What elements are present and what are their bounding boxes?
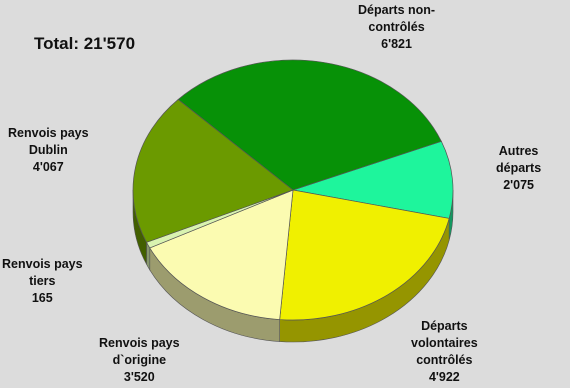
slice-label-name: Départs volontaires contrôlés [411, 319, 478, 367]
pie-slice [132, 98, 294, 243]
slice-label-value: 165 [31, 291, 53, 305]
slice-label: Renvois pays Dublin 4'067 [8, 125, 89, 176]
slice-label: Départs non- contrôlés 6'821 [358, 2, 435, 53]
slice-label-value: 6'821 [381, 37, 412, 51]
pie-slice [279, 189, 450, 321]
pie-side-walls [132, 189, 454, 343]
pie-slice [149, 189, 294, 320]
pie-top-faces [132, 59, 454, 321]
slice-label-value: 3'520 [123, 370, 155, 384]
slice-label-name: Renvois pays Dublin [8, 126, 89, 157]
slice-label-name: Renvois pays tiers [2, 257, 83, 288]
slice-label-name: Autres départs [496, 144, 542, 175]
slice-label: Autres départs 2'075 [496, 143, 541, 194]
slice-label-name: Renvois pays d`origine [99, 336, 180, 367]
pie-slice [292, 140, 454, 219]
slice-label: Renvois pays d`origine 3'520 [99, 335, 180, 386]
slice-label-value: 4'922 [428, 370, 460, 384]
slice-label: Départs volontaires contrôlés 4'922 [411, 318, 478, 386]
slice-label-value: 2'075 [503, 178, 534, 192]
slice-label-value: 4'067 [32, 160, 64, 174]
slice-label-name: Départs non- contrôlés [358, 3, 436, 34]
chart-title: Total: 21'570 [34, 34, 136, 53]
pie-slice [177, 59, 442, 191]
slice-label: Renvois pays tiers 165 [2, 256, 83, 307]
